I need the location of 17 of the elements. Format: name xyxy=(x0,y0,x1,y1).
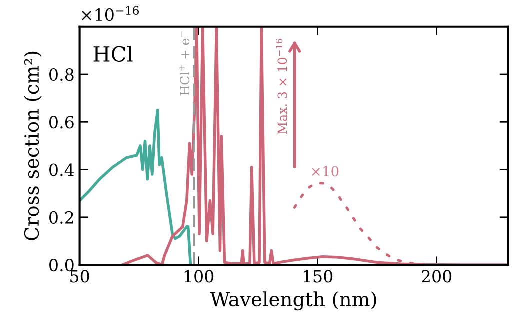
x-tick-label: 150 xyxy=(304,270,333,283)
text: ×10$^{−16}$ xyxy=(82,6,140,22)
x-tick-label: 100 xyxy=(184,270,214,283)
y-tick-label: 0.8 xyxy=(50,68,74,82)
annotation: ×10 xyxy=(312,166,339,177)
annotation: HCl xyxy=(94,46,133,62)
y-axis-title: Cross section (cm²) xyxy=(24,52,42,240)
y-tick-label: 0.4 xyxy=(50,164,74,176)
y-tick-label: 0.6 xyxy=(50,116,74,129)
annotation: Max. 3 × 10$^{−16}$ xyxy=(276,39,288,134)
y-tick-label: 0.0 xyxy=(50,258,74,272)
x-tick-label: 200 xyxy=(422,270,452,283)
ref-line-label: HCl$^{+}$ + e$^{−}$ xyxy=(179,32,190,96)
x-tick-label: 50 xyxy=(70,270,90,283)
y-tick-label: 0.2 xyxy=(50,211,74,224)
line-series xyxy=(80,108,192,266)
x-axis-title: Wavelength (nm) xyxy=(210,292,376,311)
